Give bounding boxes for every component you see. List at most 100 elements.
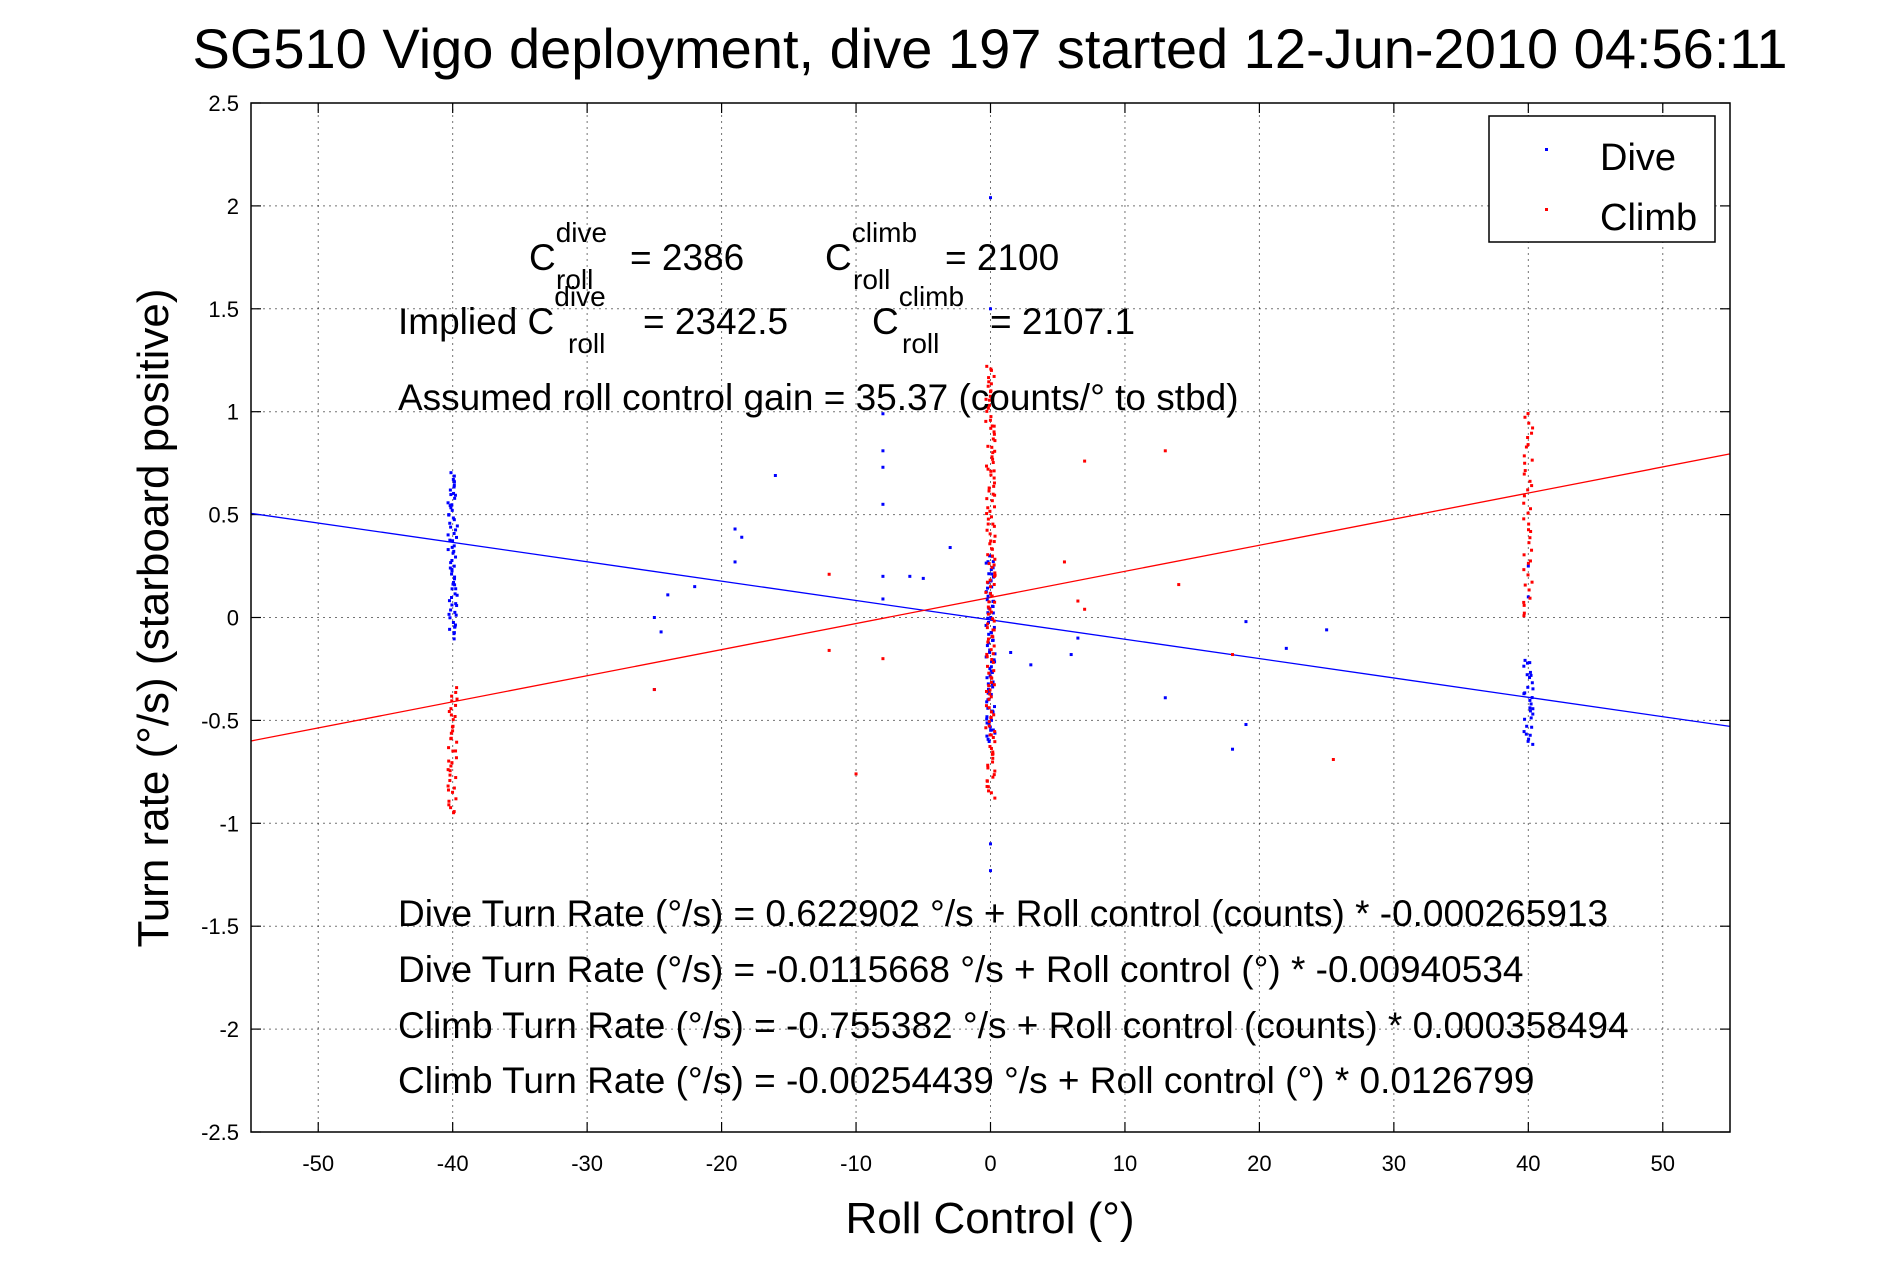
dive-point: [988, 554, 992, 558]
annotations: Cdive roll= 2386 Cclimb roll= 2100 Implied…: [398, 217, 1629, 1101]
climb-point: [992, 424, 996, 428]
climb-point: [987, 380, 991, 384]
dive-point: [989, 692, 993, 696]
dive-point: [990, 718, 994, 722]
climb-point: [986, 517, 990, 521]
climb-point: [1523, 415, 1527, 419]
equation-dive-counts: Dive Turn Rate (°/s) = 0.622902 °/s + Ro…: [398, 893, 1608, 934]
climb-point: [987, 486, 991, 490]
dive-point: [453, 583, 457, 587]
dive-point: [449, 493, 453, 497]
climb-point: [989, 710, 993, 714]
climb-point: [993, 730, 997, 734]
climb-point: [988, 532, 992, 536]
climb-point: [988, 585, 992, 589]
dive-point: [450, 558, 454, 562]
dive-point: [881, 597, 885, 601]
dive-point: [1523, 717, 1527, 721]
climb-point: [992, 563, 996, 567]
climb-point: [1522, 472, 1526, 476]
dive-point: [454, 555, 458, 559]
climb-point: [985, 655, 989, 659]
dive-point: [987, 572, 991, 576]
climb-point: [455, 740, 459, 744]
y-tick-label: 1.5: [208, 297, 239, 322]
dive-point: [1244, 620, 1248, 624]
dive-point: [1526, 739, 1530, 743]
climb-point: [1530, 580, 1534, 584]
climb-point: [1083, 459, 1087, 463]
y-tick-label: 0: [227, 606, 239, 631]
dive-point: [1163, 696, 1167, 700]
legend-climb-marker: [1545, 208, 1548, 211]
x-tick-label: 10: [1113, 1151, 1137, 1176]
dive-point: [452, 485, 456, 489]
dive-point: [988, 667, 992, 671]
c-roll-climb-sup: climb: [852, 217, 917, 248]
implied-climb-value: = 2107.1: [990, 301, 1135, 342]
c-roll-dive-base: C: [529, 237, 556, 278]
climb-point: [992, 583, 996, 587]
climb-point: [991, 750, 995, 754]
climb-point: [986, 384, 990, 388]
climb-point: [827, 648, 831, 652]
dive-point: [1530, 696, 1534, 700]
dive-point: [452, 480, 456, 484]
dive-point: [451, 582, 455, 586]
dive-point: [1528, 676, 1532, 680]
dive-point: [447, 599, 451, 603]
dive-point: [455, 535, 459, 539]
dive-point: [453, 496, 457, 500]
climb-point: [447, 759, 451, 763]
dive-point: [452, 483, 456, 487]
dive-point: [1325, 628, 1329, 632]
climb-point: [991, 451, 995, 455]
dive-point: [990, 682, 994, 686]
dive-point: [990, 660, 994, 664]
climb-point: [448, 779, 452, 783]
climb-point: [992, 713, 996, 717]
dive-point: [985, 734, 989, 738]
climb-point: [451, 729, 455, 733]
axis-ticks: -50 -40 -30 -20 -10 0 10 20 30 40 50-2.5-2-1.5-1-0…: [201, 91, 1730, 1176]
implied-dive-sup: dive: [554, 281, 605, 312]
climb-point: [991, 628, 995, 632]
climb-point: [447, 710, 451, 714]
dive-point: [453, 610, 457, 614]
climb-point: [989, 367, 993, 371]
dive-point: [449, 608, 453, 612]
climb-point: [449, 713, 453, 717]
dive-point: [452, 549, 456, 553]
dive-point: [450, 508, 454, 512]
climb-point: [1522, 517, 1526, 521]
climb-point: [988, 688, 992, 692]
implied-climb-annotation: Cclimb roll = 2107.1: [872, 281, 1135, 359]
climb-point: [985, 779, 989, 783]
climb-point: [854, 772, 858, 776]
dive-point: [986, 737, 990, 741]
y-tick-label: 2: [227, 194, 239, 219]
dive-point: [881, 465, 885, 469]
climb-point: [992, 469, 996, 473]
climb-point: [989, 473, 993, 477]
x-tick-label: -20: [706, 1151, 738, 1176]
climb-point: [988, 578, 992, 582]
x-tick-label: 20: [1247, 1151, 1271, 1176]
dive-point: [989, 307, 992, 311]
climb-point: [990, 424, 994, 428]
climb-point: [454, 776, 458, 780]
climb-point: [986, 612, 990, 616]
dive-point: [1522, 730, 1526, 734]
climb-point: [987, 697, 991, 701]
climb-point: [449, 731, 453, 735]
climb-point: [988, 592, 992, 596]
dive-point: [449, 525, 453, 529]
dive-point: [991, 560, 995, 564]
dive-point: [986, 560, 990, 564]
dive-point: [450, 569, 454, 573]
dive-point: [450, 572, 454, 576]
dive-point: [451, 551, 455, 555]
climb-point: [987, 720, 991, 724]
climb-point: [987, 489, 991, 493]
climb-point: [991, 522, 995, 526]
